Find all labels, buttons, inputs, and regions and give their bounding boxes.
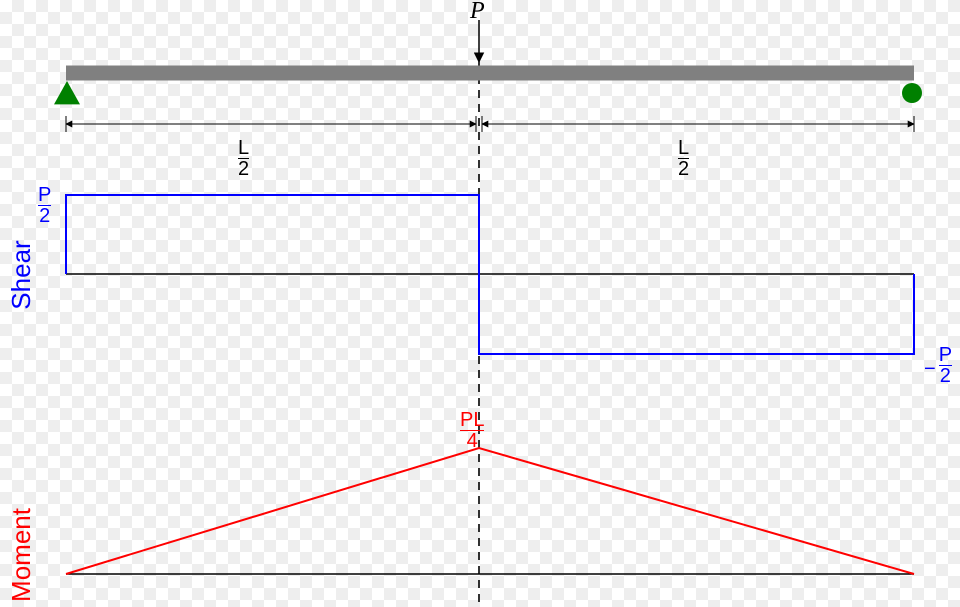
beam (66, 66, 914, 81)
shear-label: Shear (6, 240, 36, 310)
beam-diagram: PL2L2ShearP2−P2MomentPL4 (0, 0, 960, 607)
load-label: P (469, 0, 485, 24)
roller-support (902, 83, 922, 103)
moment-label: Moment (6, 507, 36, 602)
moment-curve (66, 448, 914, 574)
pin-support (54, 81, 80, 104)
